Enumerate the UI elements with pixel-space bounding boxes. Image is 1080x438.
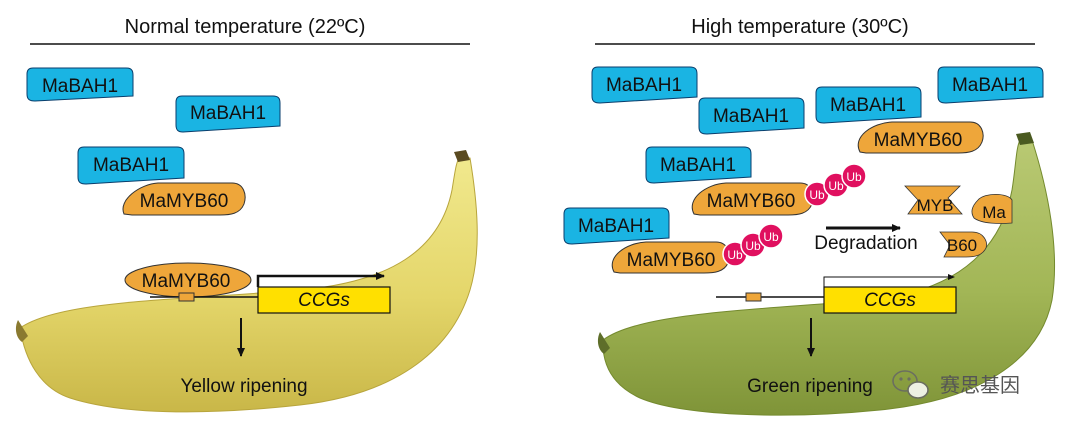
- bah-protein: MaBAH1: [815, 86, 922, 124]
- myb-label: MaMYB60: [874, 130, 963, 151]
- right-outcome: Green ripening: [747, 376, 873, 397]
- bah-label: MaBAH1: [713, 106, 789, 127]
- myb-bound-protein: MaMYB60: [124, 262, 252, 298]
- bah-label: MaBAH1: [660, 155, 736, 176]
- watermark: 赛思基因: [892, 370, 1020, 399]
- bah-label: MaBAH1: [606, 75, 682, 96]
- bah-protein: MaBAH1: [26, 67, 134, 102]
- bah-label: MaBAH1: [190, 103, 266, 124]
- right-panel: High temperature (30ºC) MaBAH1 MaBAH1 Ma…: [563, 16, 1056, 416]
- myb-protein: MaMYB60: [611, 241, 730, 274]
- fragment-label: Ma: [982, 203, 1006, 222]
- bah-label: MaBAH1: [93, 155, 169, 176]
- gene-construct: CCGs: [716, 274, 957, 314]
- promoter-element: [178, 292, 195, 302]
- ub-label: Ub: [727, 248, 743, 262]
- degraded-fragments: MYB Ma B60: [904, 185, 1013, 258]
- gene-construct: CCGs: [150, 272, 391, 314]
- myb-bound-label: MaMYB60: [142, 271, 231, 292]
- bah-protein: MaBAH1: [698, 97, 805, 135]
- myb-label: MaMYB60: [707, 191, 796, 212]
- watermark-text: 赛思基因: [940, 374, 1020, 397]
- left-panel: Normal temperature (22ºC) MaBAH1 MaBAH1 …: [15, 16, 478, 413]
- gene-label: CCGs: [298, 290, 350, 311]
- ub-label: Ub: [809, 188, 825, 202]
- myb-protein: MaMYB60: [122, 182, 246, 216]
- right-panel-title: High temperature (30ºC): [691, 16, 908, 38]
- ubiquitin-chain: Ub Ub Ub: [722, 223, 784, 267]
- bah-label: MaBAH1: [830, 95, 906, 116]
- gene-label: CCGs: [864, 290, 916, 311]
- bah-protein: MaBAH1: [563, 207, 670, 245]
- bah-label: MaBAH1: [578, 216, 654, 237]
- left-outcome: Yellow ripening: [180, 376, 307, 397]
- myb-protein: MaMYB60: [691, 182, 814, 216]
- fragment-label: MYB: [917, 196, 954, 215]
- bah-label: MaBAH1: [952, 75, 1028, 96]
- bah-protein: MaBAH1: [937, 66, 1044, 104]
- ub-label: Ub: [828, 179, 844, 193]
- myb-protein: MaMYB60: [857, 121, 984, 154]
- weak-transcription-line: [823, 276, 950, 287]
- myb-label: MaMYB60: [627, 250, 716, 271]
- bah-protein: MaBAH1: [77, 146, 185, 185]
- fragment-label: B60: [947, 236, 977, 255]
- bah-protein: MaBAH1: [591, 66, 698, 104]
- ub-label: Ub: [763, 230, 779, 244]
- wechat-icon: [892, 370, 929, 399]
- bah-protein: MaBAH1: [645, 146, 752, 184]
- promoter-element: [745, 292, 762, 302]
- bah-label: MaBAH1: [42, 76, 118, 97]
- ubiquitin-chain: Ub Ub Ub: [804, 163, 867, 207]
- myb-label: MaMYB60: [140, 191, 229, 212]
- degradation-label: Degradation: [814, 233, 918, 254]
- transcription-arrow: [256, 272, 385, 287]
- gene-box: [257, 286, 391, 314]
- ub-label: Ub: [745, 239, 761, 253]
- left-panel-title: Normal temperature (22ºC): [125, 16, 366, 38]
- bah-protein: MaBAH1: [175, 95, 281, 133]
- ub-label: Ub: [846, 170, 862, 184]
- gene-box: [823, 286, 957, 314]
